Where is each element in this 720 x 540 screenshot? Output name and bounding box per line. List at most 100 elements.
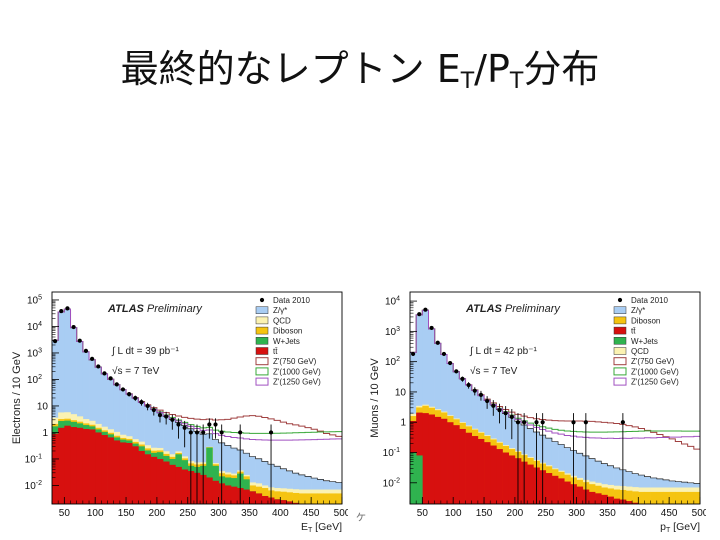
x-tick-label: 200 [507,508,524,519]
bar-wjets [416,455,423,504]
legend-entry: Z'(1000 GeV) [631,367,679,376]
x-tick-label: 350 [599,508,616,519]
legend-entry: Diboson [273,327,302,336]
bar-zgamma [286,470,293,504]
bar-zgamma [261,461,269,504]
luminosity-annotation: ∫ L dt = 42 pb⁻¹ [469,346,538,357]
title-subscript-t2: T [509,69,524,94]
legend-entry: QCD [631,347,649,356]
x-axis-label: ET [GeV] [301,521,342,534]
data-point [52,339,58,344]
title-slash-p: /P [474,47,510,91]
bar-ttbar [113,440,121,504]
bar-ttbar [527,464,534,504]
bar-zgamma [298,474,306,504]
bar-ttbar [588,491,596,504]
bar-zgamma [64,309,71,504]
chart-header: ATLAS Preliminary [465,303,561,315]
bar-diboson [669,491,676,504]
data-point [509,414,514,419]
legend-swatch-z1250 [255,377,269,386]
legend-swatch-z750 [255,357,269,366]
y-tick-label: 103 [27,347,42,359]
bar-diboson [292,492,300,504]
bar-ttbar [206,477,213,504]
bar-zgamma [601,463,608,504]
data-point [182,425,187,430]
bar-ttbar [107,437,115,504]
x-tick-label: 350 [241,508,258,519]
data-point [515,420,521,425]
legend-swatch-zgamma [255,306,269,314]
data-point [213,422,218,427]
data-point [164,414,169,419]
data-point [571,420,576,425]
bar-ttbar [484,442,491,504]
bar-ttbar [243,489,250,504]
bar-ttbar [144,454,152,504]
data-point [485,398,490,404]
data-point [268,430,274,435]
bar-diboson [304,493,312,504]
y-tick-label: 10-1 [25,453,42,465]
x-tick-label: 400 [630,508,647,519]
legend-entry: Z/γ* [273,306,287,315]
bar-ttbar [230,486,238,504]
bar-ttbar [138,450,145,504]
y-axis-label: Electrons / 10 GeV [11,351,23,444]
bar-ttbar [422,413,429,504]
bar-ttbar [496,449,503,504]
legend-entry: Z/γ* [631,306,645,315]
title-main: 最終的なレプトン E [120,47,461,91]
y-tick-label: 1 [400,418,406,429]
bar-ttbar [212,480,219,504]
bar-diboson [329,493,337,504]
bar-wjets [206,447,213,504]
bar-ttbar [632,502,639,504]
title-end: 分布 [523,47,600,91]
bar-zgamma [274,466,281,504]
energy-annotation: √s = 7 TeV [470,365,518,377]
data-point [108,376,113,381]
data-point [503,411,508,416]
data-point [435,340,440,345]
bar-ttbar [595,493,602,504]
legend-swatch-z750 [613,357,627,366]
bar-ttbar [58,427,65,504]
y-tick-label: 102 [385,356,400,368]
y-tick-label: 10-2 [25,480,42,492]
bar-diboson [613,489,621,504]
bar-ttbar [434,416,442,504]
bar-ttbar [576,486,584,504]
bar-ttbar [465,432,473,504]
x-axis-label: pT [GeV] [660,521,700,534]
data-point [77,338,82,343]
x-tick-label: 200 [149,508,166,519]
data-point [423,307,428,312]
x-tick-label: 100 [87,508,104,519]
legend-marker-data [259,297,265,303]
x-tick-label: 100 [445,508,462,519]
slide-title: 最終的なレプトン ET/PT分布 [0,38,720,94]
y-tick-label: 10 [395,387,407,398]
bar-ttbar [440,418,448,504]
bar-ttbar [607,496,614,504]
legend-swatch-wjets [613,337,627,345]
legend-entry: Z'(1250 GeV) [631,378,679,387]
y-axis-label: Muons / 10 GeV [369,358,381,438]
bar-ttbar [459,428,466,504]
bar-ttbar [502,452,510,504]
data-point [219,430,224,435]
legend-entry: Data 2010 [273,296,310,305]
bar-ttbar [261,495,269,504]
data-point [96,364,101,369]
data-point [472,388,477,393]
x-tick-label: 150 [118,508,135,519]
bar-ttbar [224,485,232,504]
bar-ttbar [490,445,497,504]
bar-ttbar [163,461,170,504]
bar-zgamma [292,473,300,504]
luminosity-annotation: ∫ L dt = 39 pb⁻¹ [111,346,180,357]
chart-header: ATLAS Preliminary [107,303,203,315]
legend-entry: Data 2010 [631,296,668,305]
